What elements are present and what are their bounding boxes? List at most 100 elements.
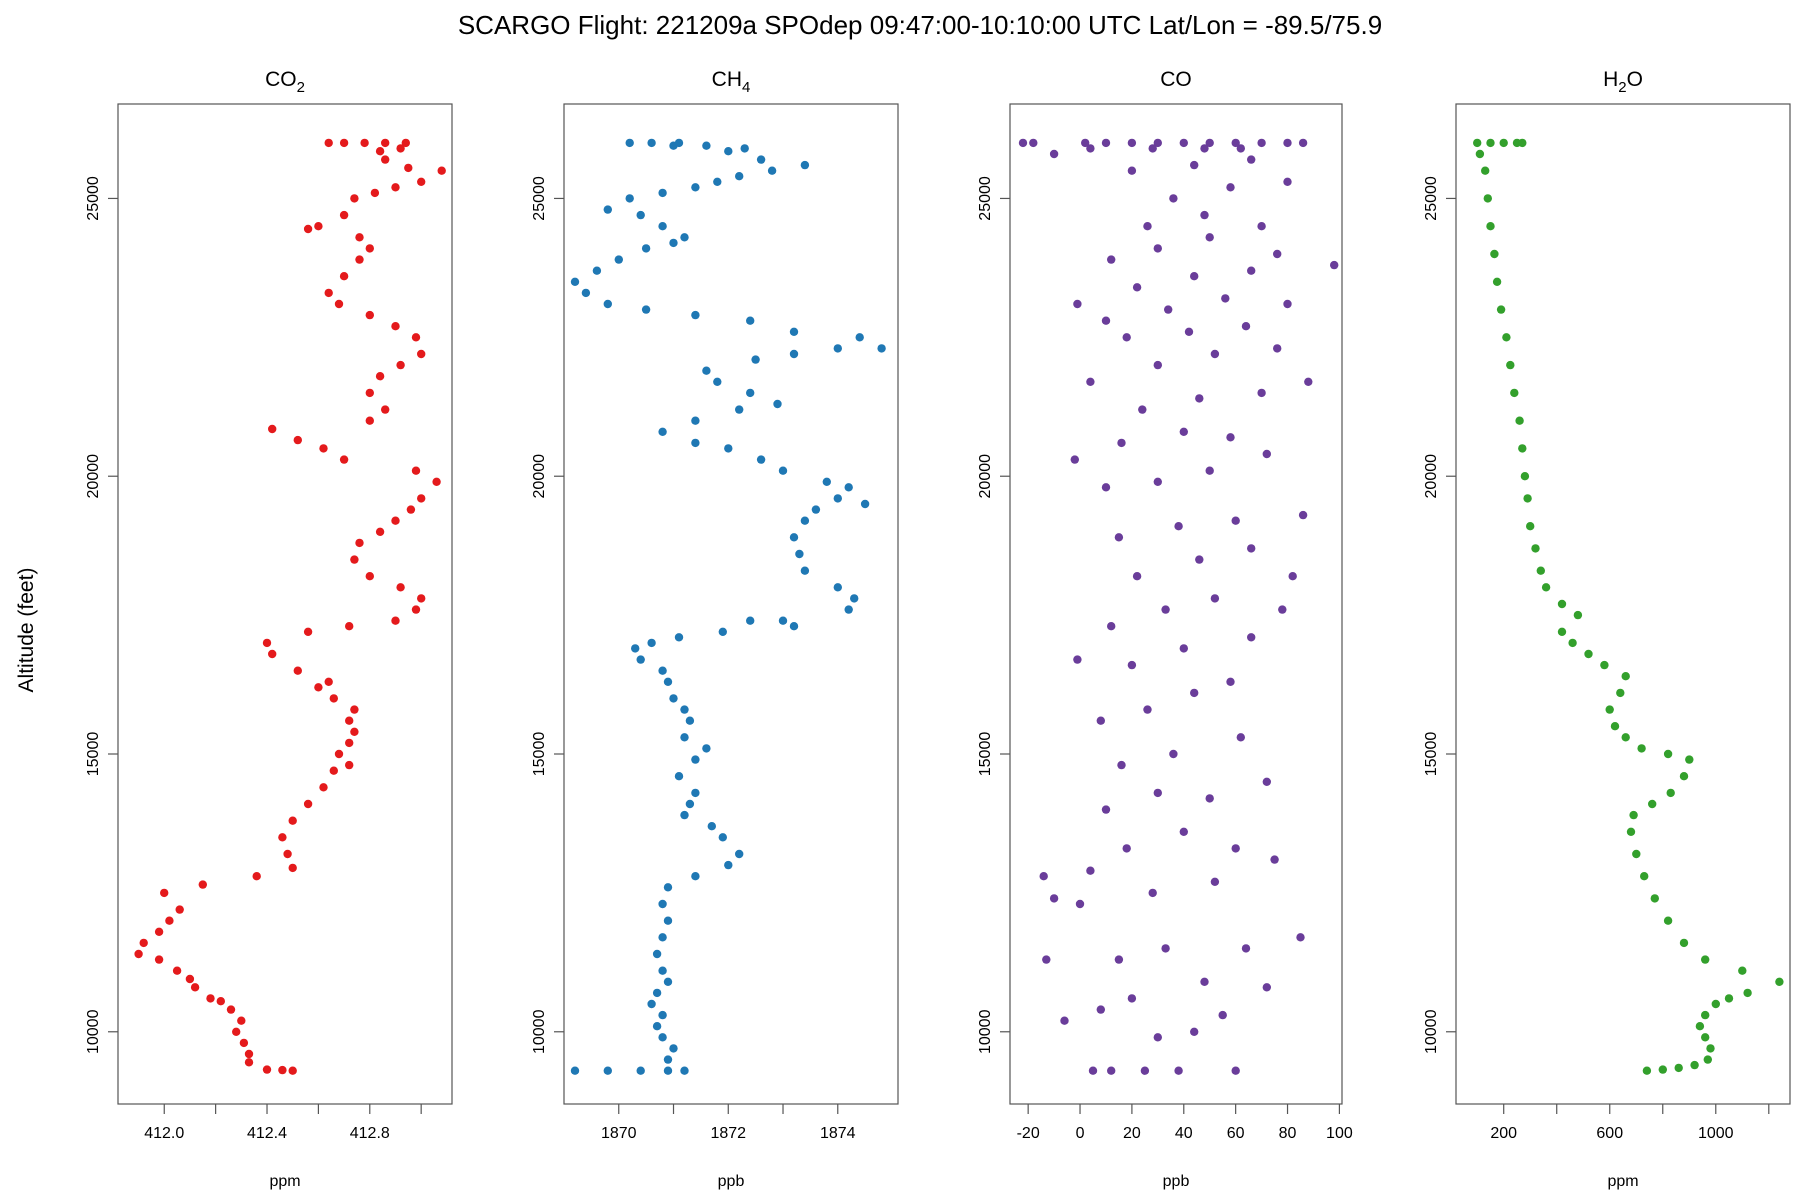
co-data-point <box>1231 1066 1240 1075</box>
co-data-point <box>1073 299 1082 309</box>
h2o-data-point <box>1496 305 1506 314</box>
ch4-data-point <box>647 138 656 148</box>
co2-data-point <box>375 527 385 536</box>
ch4-panel-title: CH4 <box>712 68 751 96</box>
ch4-data-point <box>658 1033 667 1042</box>
ch4-data-point <box>713 377 722 386</box>
h2o-data-point <box>1626 827 1636 836</box>
co-data-point <box>1174 522 1183 531</box>
co2-data-point <box>381 138 390 148</box>
ch4-data-point <box>663 977 673 986</box>
h2o-data-point <box>1481 166 1490 175</box>
h2o-data-point <box>1658 1065 1668 1074</box>
co2-data-point <box>324 138 333 148</box>
co2-data-point <box>406 505 416 514</box>
co2-x-tick-label: 412.8 <box>350 1125 390 1142</box>
h2o-data-point <box>1679 938 1689 948</box>
co2-data-point <box>355 538 364 548</box>
ch4-data-point <box>724 860 733 870</box>
co2-data-point <box>365 244 374 253</box>
co-data-point <box>1169 749 1178 759</box>
co-data-point <box>1226 433 1235 442</box>
h2o-y-tick-label: 15000 <box>1423 732 1440 777</box>
h2o-data-point <box>1486 138 1495 148</box>
h2o-data-point <box>1568 638 1577 648</box>
co2-data-point <box>339 138 349 148</box>
co-data-point <box>1210 349 1220 359</box>
ch4-data-point <box>789 533 799 542</box>
co2-y-tick-label: 25000 <box>85 176 102 221</box>
h2o-data-point <box>1490 249 1499 259</box>
co-data-point <box>1257 222 1266 231</box>
co-data-point <box>1101 483 1111 492</box>
co-data-point <box>1122 333 1131 342</box>
co-data-point <box>1179 138 1189 148</box>
co-data-point <box>1039 872 1048 881</box>
ch4-data-point <box>778 466 788 475</box>
co2-data-point <box>417 349 426 359</box>
co2-data-point <box>232 1027 241 1037</box>
co2-data-point <box>401 138 410 148</box>
h2o-y-tick-label: 25000 <box>1423 176 1440 221</box>
ch4-data-point <box>811 505 821 514</box>
co-data-point <box>1138 405 1147 414</box>
h2o-data-point <box>1584 649 1593 659</box>
co-data-point <box>1086 377 1095 386</box>
co2-y-tick-label: 20000 <box>85 454 102 499</box>
co2-data-point <box>432 477 441 486</box>
ch4-data-point <box>680 810 689 820</box>
h2o-data-point <box>1600 660 1609 670</box>
co-data-point <box>1070 455 1080 464</box>
ch4-data-point <box>850 594 859 603</box>
ch4-data-point <box>713 177 722 186</box>
co-data-point <box>1101 138 1111 148</box>
ch4-data-point <box>756 155 766 164</box>
co2-data-point <box>339 455 349 464</box>
ch4-data-point <box>680 233 689 242</box>
co-data-point <box>1153 244 1163 253</box>
co2-data-point <box>345 760 354 770</box>
co-data-point <box>1278 605 1287 614</box>
h2o-data-point <box>1701 1033 1710 1042</box>
co-data-point <box>1086 144 1095 153</box>
co2-data-point <box>396 144 405 153</box>
co2-data-point <box>237 1016 246 1025</box>
co2-data-point <box>365 572 374 581</box>
co2-y-tick-label: 15000 <box>85 732 102 777</box>
ch4-data-point <box>877 344 886 353</box>
co2-data-point <box>216 997 225 1006</box>
co-data-point <box>1247 544 1256 553</box>
ch4-data-point <box>860 499 870 509</box>
ch4-data-point <box>833 583 842 592</box>
co2-data-point <box>381 405 390 414</box>
ch4-data-point <box>735 849 744 859</box>
co-data-point <box>1096 716 1106 725</box>
h2o-y-tick-label: 10000 <box>1423 1009 1440 1054</box>
co2-data-point <box>278 833 287 842</box>
h2o-data-point <box>1637 744 1646 753</box>
ch4-data-point <box>658 1010 667 1020</box>
co2-data-point <box>288 1066 297 1075</box>
co2-data-point <box>206 994 215 1003</box>
co-data-point <box>1210 594 1220 603</box>
co2-data-point <box>139 938 148 948</box>
ch4-data-point <box>636 1066 645 1075</box>
ch4-plot-frame <box>563 103 899 1105</box>
ch4-data-point <box>674 772 684 781</box>
ch4-y-tick-label: 10000 <box>531 1009 548 1054</box>
ch4-data-point <box>647 999 656 1009</box>
co2-data-point <box>370 188 380 198</box>
co2-data-point <box>324 288 333 298</box>
co2-data-point <box>365 310 374 320</box>
co-data-point <box>1174 1066 1183 1075</box>
ch4-data-point <box>658 933 667 942</box>
ch4-data-point <box>735 172 744 181</box>
h2o-data-point <box>1650 894 1660 903</box>
ch4-data-point <box>691 438 700 448</box>
co2-data-point <box>329 766 338 775</box>
ch4-data-point <box>800 516 810 525</box>
co-data-point <box>1143 222 1152 231</box>
co-data-point <box>1148 144 1157 153</box>
co2-data-point <box>411 466 421 475</box>
